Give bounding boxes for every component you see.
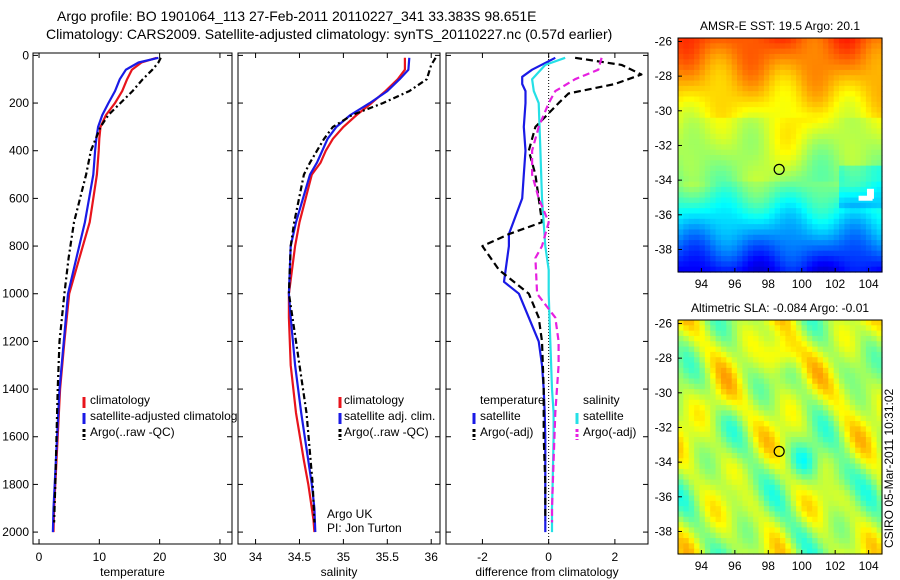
- legend-label: Argo(-adj): [480, 425, 533, 439]
- legend-label: satellite: [583, 409, 624, 423]
- sla-map-y-tick-label: -36: [655, 490, 673, 504]
- difference-series-line: [530, 57, 603, 523]
- sla-map-x-tick-label: 98: [762, 559, 776, 573]
- temperature-series-line: [53, 57, 162, 523]
- legend-label: climatology: [90, 393, 150, 407]
- sla-map-y-tick-label: -26: [655, 316, 673, 330]
- legend-label: satellite-adjusted climatolog: [90, 409, 237, 423]
- temperature-x-axis-label: temperature: [100, 565, 165, 579]
- sst-map-x-tick-label: 98: [762, 277, 776, 291]
- sst-map-y-tick-label: -30: [655, 104, 673, 118]
- sst-map-x-tick-label: 96: [728, 277, 742, 291]
- sla-map-x-tick-label: 102: [825, 559, 845, 573]
- sst-map-y-tick-label: -38: [655, 242, 673, 256]
- legend-label: Argo(..raw -QC): [90, 425, 175, 439]
- temperature-y-tick-label: 1800: [2, 477, 29, 491]
- sla-map-x-tick-label: 104: [859, 559, 879, 573]
- difference-x-tick-label: 0: [545, 550, 552, 564]
- sst-map-x-tick-label: 102: [825, 277, 845, 291]
- sla-map-y-tick-label: -34: [655, 455, 673, 469]
- legend-label: Argo(-adj): [583, 425, 636, 439]
- sla-map-y-tick-label: -28: [655, 351, 673, 365]
- figure-title-line-1: Argo profile: BO 1901064_113 27-Feb-2011…: [57, 8, 537, 24]
- temperature-y-tick-label: 0: [22, 48, 29, 62]
- sla-map-x-tick-label: 100: [792, 559, 812, 573]
- sst-map-y-tick-label: -32: [655, 138, 673, 152]
- temperature-y-tick-label: 1200: [2, 334, 29, 348]
- salinity-series-line: [287, 57, 411, 533]
- temperature-x-tick-label: 10: [93, 550, 107, 564]
- salinity-x-tick-label: 35.5: [376, 550, 400, 564]
- argo-float-marker: [773, 163, 785, 175]
- sla-map-x-tick-label: 94: [695, 559, 709, 573]
- platform-annotation: Argo UK: [327, 507, 372, 521]
- sla-map-x-tick-label: 96: [728, 559, 742, 573]
- salinity-series-line: [287, 57, 437, 523]
- temperature-x-tick-label: 0: [36, 550, 43, 564]
- argo-float-marker: [773, 445, 785, 457]
- legend-label: satellite adj. clim.: [344, 409, 435, 423]
- sst-map-field: [678, 38, 883, 273]
- sla-map-y-tick-label: -32: [655, 420, 673, 434]
- sst-map-x-tick-label: 104: [859, 277, 879, 291]
- platform-annotation: PI: Jon Turton: [327, 521, 402, 535]
- difference-x-axis-label: difference from climatology: [475, 565, 618, 579]
- temperature-y-tick-label: 2000: [2, 525, 29, 539]
- legend-group-title: temperature: [480, 393, 545, 407]
- sst-map-x-tick-label: 94: [695, 277, 709, 291]
- sla-map-title: Altimetric SLA: -0.084 Argo: -0.01: [691, 301, 869, 315]
- temperature-y-tick-label: 600: [9, 191, 29, 205]
- sla-map-frame: [677, 319, 883, 555]
- temperature-y-tick-label: 1400: [2, 382, 29, 396]
- temperature-y-tick-label: 800: [9, 239, 29, 253]
- difference-x-tick-label: -2: [477, 550, 488, 564]
- legend-label: Argo(..raw -QC): [344, 425, 429, 439]
- legend-label: climatology: [344, 393, 404, 407]
- temperature-y-tick-label: 1000: [2, 287, 29, 301]
- temperature-x-tick-label: 30: [213, 550, 227, 564]
- salinity-x-tick-label: 34: [249, 550, 263, 564]
- salinity-axes-frame: [237, 52, 441, 545]
- sst-map-y-tick-label: -26: [655, 34, 673, 48]
- sst-map-y-tick-label: -36: [655, 208, 673, 222]
- salinity-x-axis-label: salinity: [321, 565, 358, 579]
- difference-axes-frame: [445, 52, 649, 545]
- sla-map-y-tick-label: -30: [655, 386, 673, 400]
- temperature-y-tick-label: 400: [9, 144, 29, 158]
- legend-label: satellite: [480, 409, 521, 423]
- timestamp-label: CSIRO 05-Mar-2011 10:31:02: [882, 388, 896, 548]
- no-data-patch: [858, 195, 873, 201]
- no-data-patch: [866, 188, 874, 199]
- temperature-y-tick-label: 200: [9, 96, 29, 110]
- sst-map-title: AMSR-E SST: 19.5 Argo: 20.1: [700, 19, 860, 33]
- sst-map-y-tick-label: -34: [655, 173, 673, 187]
- salinity-x-tick-label: 36: [425, 550, 439, 564]
- sla-map-y-tick-label: -38: [655, 524, 673, 538]
- sst-map-frame: [677, 37, 883, 273]
- figure-title-line-2: Climatology: CARS2009. Satellite-adjuste…: [46, 26, 613, 42]
- temperature-y-tick-label: 1600: [2, 430, 29, 444]
- salinity-x-tick-label: 34.5: [288, 550, 312, 564]
- temperature-axes-frame: [32, 52, 233, 545]
- temperature-x-tick-label: 20: [153, 550, 167, 564]
- difference-x-tick-label: 2: [612, 550, 619, 564]
- sst-map-y-tick-label: -28: [655, 69, 673, 83]
- salinity-x-tick-label: 35: [337, 550, 351, 564]
- sst-map-x-tick-label: 100: [792, 277, 812, 291]
- legend-group-title: salinity: [583, 393, 620, 407]
- sla-map-field: [678, 320, 883, 555]
- difference-series-line: [481, 56, 643, 521]
